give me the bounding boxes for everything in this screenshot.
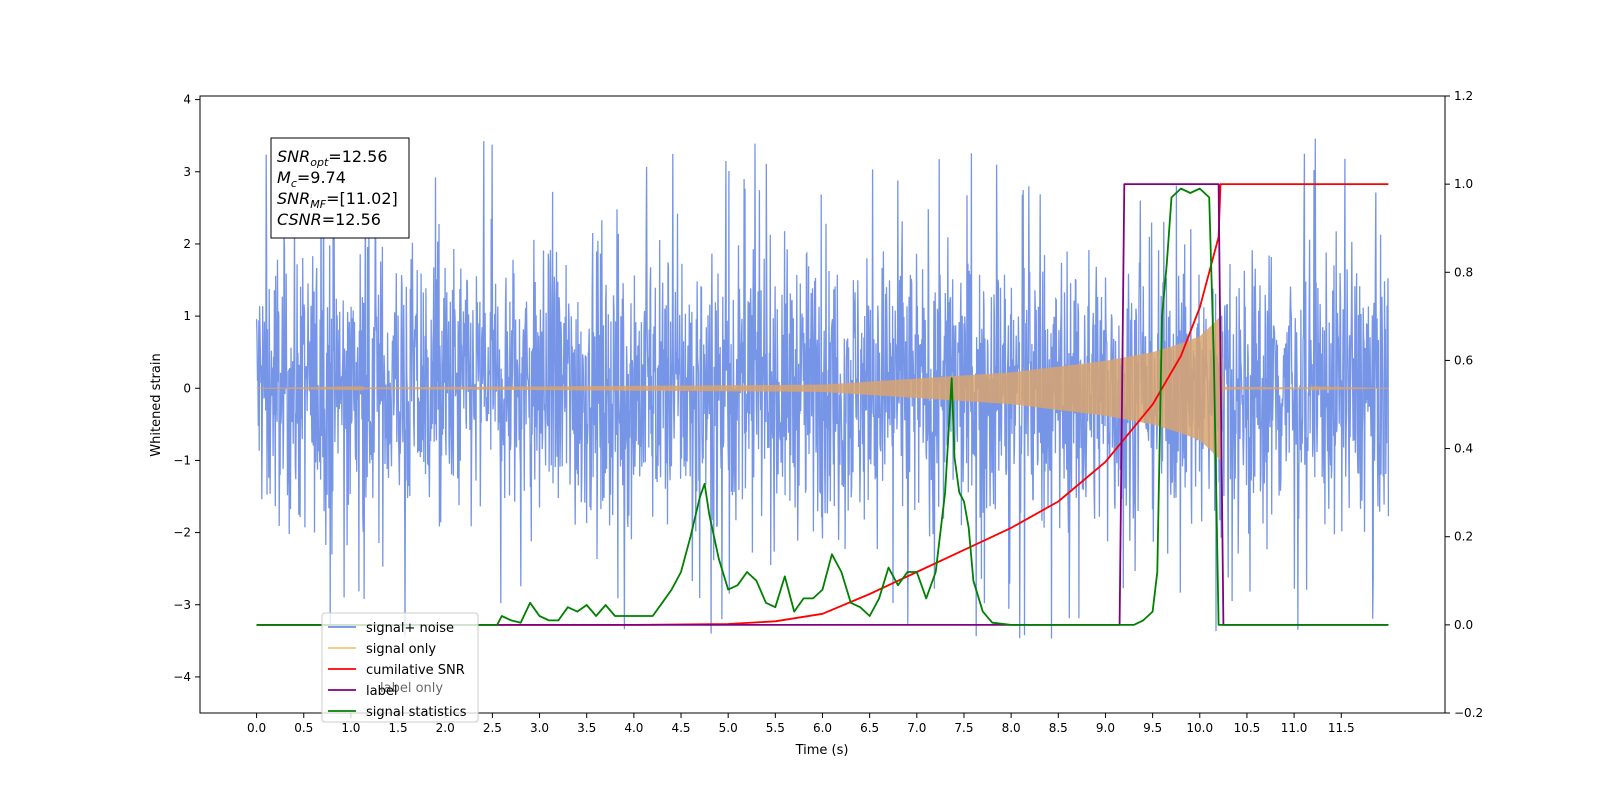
y-tick-label: 3 (183, 165, 191, 179)
x-axis-label: Time (s) (795, 743, 849, 758)
series-layer (255, 138, 1390, 639)
x-tick-label: 4.0 (624, 721, 643, 735)
x-tick-label: 1.5 (389, 721, 408, 735)
x-tick-label: 6.0 (813, 721, 832, 735)
y-tick-label: 1 (183, 309, 191, 323)
x-tick-label: 11.5 (1328, 721, 1355, 735)
info-line: Mc=9.74 (277, 168, 346, 190)
x-tick-label: 2.0 (436, 721, 455, 735)
x-tick-label: 2.5 (483, 721, 502, 735)
y2-tick-label: 0.4 (1454, 442, 1473, 456)
y-axis-right: 1.2 1.0 0.8 0.6 0.4 0.2 0.0 −0.2 (1445, 89, 1483, 720)
y2-tick-label: 0.0 (1454, 618, 1473, 632)
y-tick-label: 4 (183, 93, 191, 107)
y-tick-label: −3 (173, 598, 191, 612)
x-tick-label: 0.5 (294, 721, 313, 735)
info-line: CSNR=12.56 (277, 210, 381, 229)
y2-tick-label: −0.2 (1454, 706, 1483, 720)
y-axis-left: 4 3 2 1 0 −1 −2 −3 −4 (173, 93, 200, 684)
x-axis: 0.0 0.5 1.0 1.5 2.0 2.5 3.0 3.5 4.0 4.5 5.0 5.5 6.0 6… (247, 713, 1355, 735)
x-tick-label: 7.5 (954, 721, 973, 735)
x-tick-label: 1.0 (341, 721, 360, 735)
x-tick-label: 10.5 (1234, 721, 1261, 735)
legend-frame (321, 612, 479, 723)
y-tick-label: 2 (183, 237, 191, 251)
x-tick-label: 4.5 (671, 721, 690, 735)
legend-label: signal statistics (366, 705, 467, 720)
x-tick-label: 11.0 (1281, 721, 1308, 735)
y-tick-label: −4 (173, 670, 191, 684)
y2-tick-label: 0.6 (1454, 353, 1473, 367)
y2-tick-label: 0.2 (1454, 530, 1473, 544)
x-tick-label: 5.0 (719, 721, 738, 735)
legend-label: label (366, 684, 397, 699)
y-tick-label: 0 (183, 381, 191, 395)
info-box: SNRopt=12.56Mc=9.74SNRMF=[11.02]CSNR=12.… (270, 137, 410, 239)
legend-label: cumilative SNR (366, 663, 465, 678)
x-tick-label: 3.0 (530, 721, 549, 735)
x-tick-label: 3.5 (577, 721, 596, 735)
legend-label: signal only (366, 642, 436, 657)
x-tick-label: 7.0 (907, 721, 926, 735)
y2-tick-label: 1.0 (1454, 177, 1473, 191)
info-line: SNRopt=12.56 (277, 147, 388, 169)
info-box-frame (270, 137, 410, 239)
y-tick-label: −1 (173, 453, 191, 467)
series-signal-statistics (256, 187, 1389, 626)
x-tick-label: 8.5 (1049, 721, 1068, 735)
y-tick-label: −2 (173, 526, 191, 540)
y-axis-label: Whitened strain (149, 353, 164, 456)
y2-tick-label: 0.8 (1454, 265, 1473, 279)
x-tick-label: 0.0 (247, 721, 266, 735)
x-tick-label: 5.5 (766, 721, 785, 735)
legend-label: signal+ noise (366, 621, 454, 636)
legend-ghost-label: label only (380, 681, 443, 696)
y2-tick-label: 1.2 (1454, 89, 1473, 103)
x-tick-label: 9.5 (1143, 721, 1162, 735)
x-tick-label: 8.0 (1002, 721, 1021, 735)
series-signal-only (256, 316, 1389, 461)
x-tick-label: 10.0 (1186, 721, 1213, 735)
legend: label only signal+ noise signal only cumila… (321, 612, 479, 723)
x-tick-label: 6.5 (860, 721, 879, 735)
x-tick-label: 9.0 (1096, 721, 1115, 735)
info-line: SNRMF=[11.02] (277, 189, 398, 211)
